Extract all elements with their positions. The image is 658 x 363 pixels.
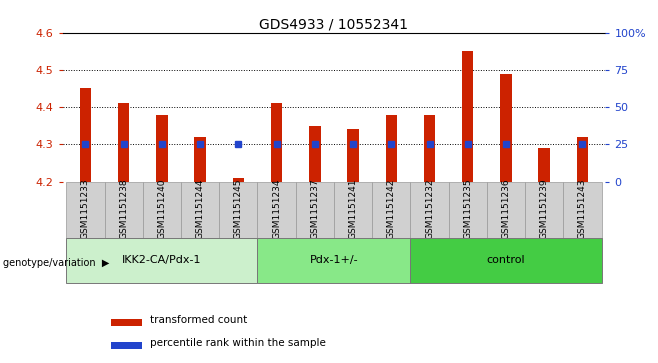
Text: Pdx-1+/-: Pdx-1+/- [310,256,358,265]
Text: percentile rank within the sample: percentile rank within the sample [150,338,326,348]
Title: GDS4933 / 10552341: GDS4933 / 10552341 [259,17,409,32]
Bar [334,182,372,238]
Text: GSM1151238: GSM1151238 [119,178,128,239]
Bar [372,182,411,238]
Bar [80,89,91,182]
Text: GSM1151233: GSM1151233 [81,178,90,239]
Text: control: control [487,256,525,265]
Text: GSM1151236: GSM1151236 [501,178,511,239]
Bar [105,182,143,238]
Bar [271,103,282,182]
Bar [411,238,601,283]
Text: GSM1151243: GSM1151243 [578,178,587,239]
Bar [309,126,320,182]
Bar [257,238,411,283]
Bar [143,182,181,238]
Bar [424,115,435,182]
Bar [219,182,257,238]
Text: GSM1151241: GSM1151241 [349,178,357,239]
Text: GSM1151244: GSM1151244 [195,178,205,239]
Bar [295,182,334,238]
Text: transformed count: transformed count [150,315,247,325]
Text: GSM1151232: GSM1151232 [425,178,434,239]
Text: GSM1151235: GSM1151235 [463,178,472,239]
Text: GSM1151242: GSM1151242 [387,178,395,239]
Bar [462,51,474,182]
Text: GSM1151234: GSM1151234 [272,178,281,239]
Bar [111,319,142,326]
Bar [257,182,295,238]
Bar [181,182,219,238]
Bar [386,115,397,182]
Bar [111,343,142,349]
Text: IKK2-CA/Pdx-1: IKK2-CA/Pdx-1 [122,256,201,265]
Bar [233,178,244,182]
Bar [576,137,588,182]
Bar [118,103,130,182]
Bar [563,182,601,238]
Bar [525,182,563,238]
Text: GSM1151239: GSM1151239 [540,178,549,239]
Text: GSM1151245: GSM1151245 [234,178,243,239]
Text: genotype/variation  ▶: genotype/variation ▶ [3,258,110,268]
Bar [66,182,105,238]
Text: GSM1151240: GSM1151240 [157,178,166,239]
Bar [538,148,550,182]
Text: GSM1151237: GSM1151237 [311,178,319,239]
Bar [449,182,487,238]
Bar [347,130,359,182]
Bar [194,137,206,182]
Bar [411,182,449,238]
Bar [156,115,168,182]
Bar [500,74,512,182]
Bar [487,182,525,238]
Bar [66,238,257,283]
